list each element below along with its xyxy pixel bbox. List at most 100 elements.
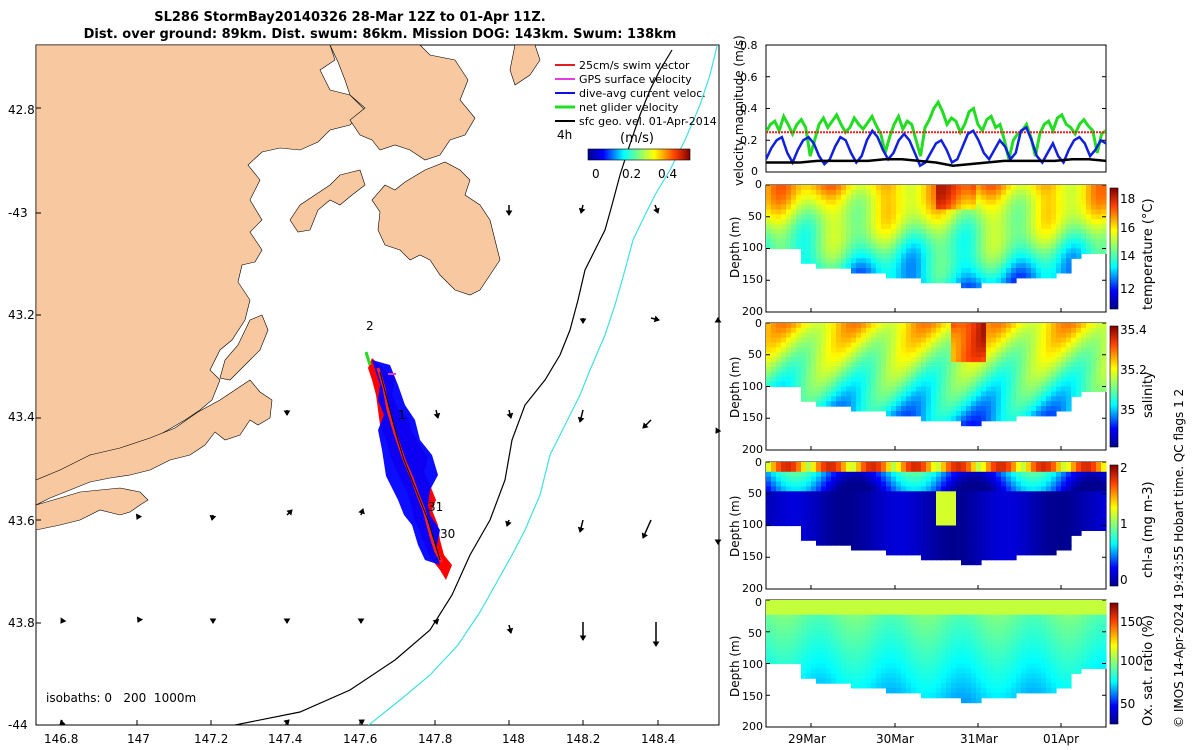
heatmap-cell: [921, 194, 927, 201]
heatmap-cell: [821, 658, 827, 665]
heatmap-cell: [871, 406, 877, 412]
heatmap-cell: [921, 506, 927, 512]
heatmap-cell: [1021, 199, 1027, 206]
heatmap-cell: [951, 515, 957, 522]
heatmap-cell: [846, 342, 852, 348]
heatmap-cell: [1011, 545, 1017, 551]
heatmap-cell: [986, 692, 992, 699]
heatmap-cell: [996, 185, 1002, 191]
heatmap-cell: [1076, 520, 1082, 527]
heatmap-cell: [771, 362, 777, 368]
heatmap-cell: [891, 604, 897, 611]
heatmap-cell: [936, 496, 942, 502]
heatmap-cell: [971, 549, 977, 556]
heatmap-cell: [801, 194, 807, 201]
heatmap-cell: [1101, 362, 1107, 368]
heatmap-cell: [921, 277, 927, 284]
heatmap-cell: [816, 530, 822, 536]
heatmap-cell: [836, 530, 842, 536]
heatmap-cell: [931, 471, 937, 478]
heatmap-cell: [991, 501, 997, 507]
heatmap-cell: [971, 391, 977, 397]
heatmap-cell: [1076, 658, 1082, 665]
heatmap-cell: [971, 614, 977, 621]
heatmap-cell: [1011, 554, 1017, 561]
heatmap-cell: [866, 506, 872, 512]
heatmap-colorbar-3: [1109, 602, 1119, 725]
heatmap-cell: [801, 199, 807, 206]
heatmap-cell: [906, 410, 912, 417]
heatmap-cell: [806, 332, 812, 339]
heatmap-cell: [891, 243, 897, 250]
heatmap-cell: [886, 327, 892, 334]
heatmap-cell: [876, 496, 882, 502]
heatmap-cell: [1021, 653, 1027, 660]
heatmap-cell: [891, 199, 897, 206]
heatmap-cell: [941, 258, 947, 264]
heatmap-cell: [846, 337, 852, 344]
heatmap-cell: [931, 634, 937, 640]
heatmap-cell: [841, 327, 847, 334]
heatmap-cell: [816, 224, 822, 230]
heatmap-cell: [851, 629, 857, 635]
heatmap-cell: [1026, 540, 1032, 546]
heatmap-cell: [976, 673, 982, 679]
heatmap-cell: [996, 481, 1002, 487]
heatmap-cell: [971, 268, 977, 274]
heatmap-cell: [1101, 525, 1107, 531]
heatmap-cell: [926, 357, 932, 363]
heatmap-cell: [1001, 491, 1007, 497]
heatmap-cell: [1041, 506, 1047, 512]
heatmap-cell: [946, 506, 952, 512]
current-arrow-head: [714, 317, 722, 323]
heatmap-cell: [1091, 214, 1097, 220]
heatmap-cell: [876, 644, 882, 650]
heatmap-cell: [766, 371, 772, 378]
heatmap-cell: [851, 462, 857, 468]
heatmap-cell: [956, 277, 962, 284]
heatmap-cell: [946, 692, 952, 699]
heatmap-cell: [916, 663, 922, 669]
heatmap-cell: [901, 214, 907, 220]
heatmap-cell: [886, 347, 892, 353]
heatmap-cell: [971, 233, 977, 240]
heatmap-cell: [1016, 263, 1022, 269]
heatmap-cell: [981, 510, 987, 517]
heatmap-cell: [816, 510, 822, 517]
heatmap-cell: [1001, 189, 1007, 196]
heatmap-cell: [1066, 639, 1072, 645]
heatmap-cell: [1041, 332, 1047, 339]
heatmap-cell: [971, 619, 977, 625]
heatmap-cell: [966, 678, 972, 684]
heatmap-cell: [876, 391, 882, 397]
heatmap-cell: [806, 481, 812, 487]
heatmap-cell: [911, 199, 917, 206]
heatmap-cell: [1011, 687, 1017, 694]
heatmap-cell: [796, 214, 802, 220]
heatmap-cell: [841, 253, 847, 259]
current-arrow-head: [358, 508, 365, 515]
heatmap-cell: [861, 401, 867, 407]
heatmap-cell: [1076, 214, 1082, 220]
heatmap-cell: [986, 624, 992, 630]
heatmap-cell: [1006, 258, 1012, 264]
heatmap-cell: [996, 668, 1002, 674]
heatmap-cell: [891, 668, 897, 674]
heatmap-cell: [926, 624, 932, 630]
heatmap-cell: [991, 253, 997, 259]
heatmap-cell: [951, 347, 957, 353]
heatmap-cell: [826, 486, 832, 492]
heatmap-cell: [941, 678, 947, 684]
heatmap-cell: [1066, 629, 1072, 635]
heatmap-cell: [961, 347, 967, 353]
heatmap-cell: [921, 199, 927, 206]
heatmap-cell: [971, 486, 977, 492]
heatmap-cell: [951, 233, 957, 240]
heatmap-cell: [986, 362, 992, 368]
heatmap-cell: [1036, 648, 1042, 655]
heatmap-cell: [1016, 347, 1022, 353]
heatmap-cell: [936, 515, 942, 522]
heatmap-cell: [771, 352, 777, 358]
heatmap-cell: [826, 600, 832, 606]
chl-ytick-100: 100: [742, 518, 763, 531]
